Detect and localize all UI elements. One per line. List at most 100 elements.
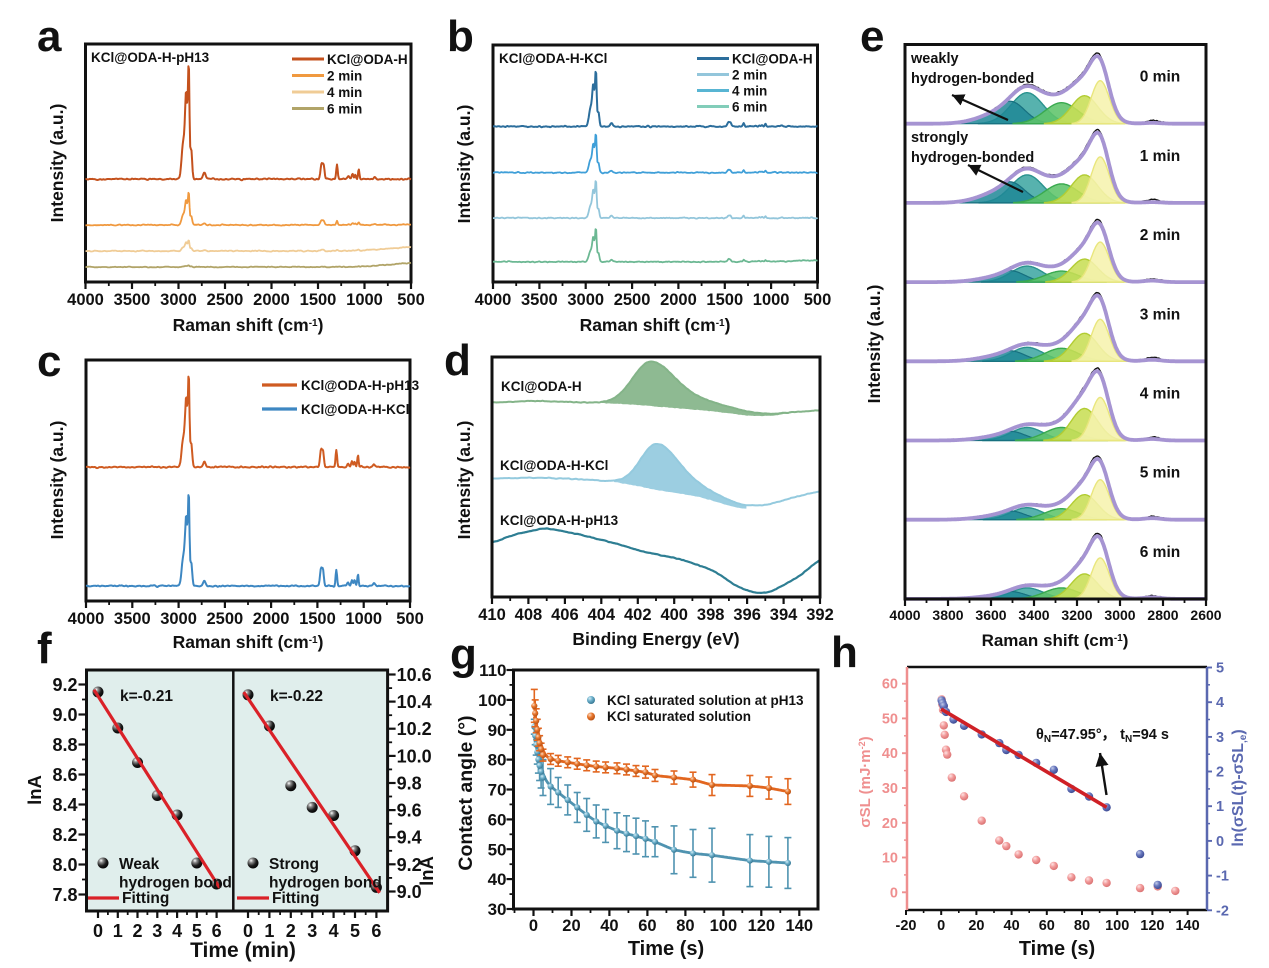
svg-text:KCl@ODA-H-KCl: KCl@ODA-H-KCl [500,458,608,473]
svg-text:k=-0.21: k=-0.21 [120,688,173,705]
svg-text:Raman shift (cm-1): Raman shift (cm-1) [982,631,1129,650]
svg-text:3000: 3000 [160,291,197,309]
svg-text:1: 1 [1216,799,1224,815]
svg-text:140: 140 [786,917,814,935]
svg-text:408: 408 [515,606,543,624]
svg-text:40: 40 [882,746,898,762]
svg-text:60: 60 [638,917,656,935]
svg-text:6 min: 6 min [1140,544,1180,561]
svg-text:9.0: 9.0 [397,882,422,902]
svg-text:2500: 2500 [207,291,244,309]
svg-text:3000: 3000 [1104,607,1135,623]
svg-text:lnA: lnA [24,775,45,805]
svg-text:2: 2 [1216,765,1224,781]
svg-text:2500: 2500 [614,291,651,309]
svg-text:404: 404 [588,606,616,624]
svg-text:KCl@ODA-H: KCl@ODA-H [732,52,813,67]
svg-text:2000: 2000 [253,610,290,628]
svg-text:0: 0 [890,885,898,901]
svg-text:Intensity (a.u.): Intensity (a.u.) [454,421,474,540]
svg-text:4 min: 4 min [732,84,767,99]
svg-text:80: 80 [676,917,694,935]
svg-text:2: 2 [286,921,296,941]
svg-text:10.6: 10.6 [397,665,432,685]
svg-text:θN=47.95°， tN=94 s: θN=47.95°， tN=94 s [1036,727,1169,745]
svg-text:KCl@ODA-H: KCl@ODA-H [501,379,582,394]
svg-text:10: 10 [882,851,898,867]
svg-text:9.0: 9.0 [52,705,77,725]
svg-text:Fitting: Fitting [272,890,319,907]
svg-text:500: 500 [396,610,424,628]
svg-text:Raman shift (cm-1): Raman shift (cm-1) [580,315,731,335]
svg-text:hydrogen bond: hydrogen bond [119,875,232,892]
svg-text:lnA: lnA [416,856,437,886]
svg-text:0: 0 [937,918,945,934]
svg-text:-2: -2 [1216,903,1229,919]
svg-text:406: 406 [551,606,579,624]
svg-text:9.6: 9.6 [397,801,422,821]
svg-text:hydrogen bond: hydrogen bond [269,875,382,892]
svg-text:Intensity (a.u.): Intensity (a.u.) [47,104,67,223]
svg-text:4 min: 4 min [1140,386,1180,403]
svg-text:9.4: 9.4 [397,828,422,848]
svg-text:8.8: 8.8 [52,735,77,755]
svg-text:120: 120 [1140,918,1164,934]
svg-text:140: 140 [1175,918,1199,934]
svg-text:0 min: 0 min [1140,69,1180,86]
svg-text:2000: 2000 [253,291,290,309]
svg-text:2500: 2500 [206,610,243,628]
svg-text:80: 80 [1074,918,1090,934]
svg-text:20: 20 [968,918,984,934]
svg-text:500: 500 [804,291,832,309]
svg-text:50: 50 [488,840,507,859]
svg-text:8.0: 8.0 [52,855,77,875]
svg-text:4: 4 [1216,695,1224,711]
svg-text:5: 5 [1216,661,1224,677]
svg-text:Raman shift (cm-1): Raman shift (cm-1) [173,315,324,335]
svg-text:3500: 3500 [521,291,558,309]
svg-text:3: 3 [1216,730,1224,746]
svg-text:4: 4 [329,921,339,941]
svg-text:Fitting: Fitting [122,890,169,907]
svg-text:410: 410 [478,606,506,624]
svg-text:60: 60 [882,677,898,693]
svg-text:2: 2 [133,921,143,941]
svg-text:2 min: 2 min [327,69,362,84]
svg-text:2800: 2800 [1147,607,1178,623]
svg-text:0: 0 [1216,834,1224,850]
svg-text:f: f [37,624,52,673]
svg-text:20: 20 [562,917,580,935]
svg-text:0: 0 [529,917,538,935]
svg-text:Intensity (a.u.): Intensity (a.u.) [454,105,474,224]
svg-text:a: a [37,12,62,61]
svg-text:8.4: 8.4 [52,795,77,815]
svg-text:-20: -20 [896,918,917,934]
svg-text:1000: 1000 [346,291,383,309]
svg-text:Weak: Weak [119,856,160,873]
svg-text:1000: 1000 [345,610,382,628]
svg-text:60: 60 [1039,918,1055,934]
svg-text:40: 40 [488,870,507,889]
svg-text:5: 5 [192,921,202,941]
svg-text:Raman shift (cm-1): Raman shift (cm-1) [173,632,324,652]
svg-text:KCl saturated solution at pH13: KCl saturated solution at pH13 [607,693,804,708]
svg-text:1500: 1500 [299,610,336,628]
svg-text:Time (s): Time (s) [1019,938,1095,960]
svg-text:396: 396 [733,606,761,624]
svg-text:3000: 3000 [160,610,197,628]
svg-text:Contact angle (°): Contact angle (°) [455,715,477,870]
svg-text:3500: 3500 [114,291,151,309]
svg-text:9.2: 9.2 [397,855,422,875]
svg-text:402: 402 [624,606,652,624]
svg-text:1500: 1500 [706,291,743,309]
svg-text:4000: 4000 [68,610,105,628]
svg-text:3200: 3200 [1061,607,1092,623]
svg-text:3 min: 3 min [1140,306,1180,323]
svg-text:KCl@ODA-H: KCl@ODA-H [327,52,408,67]
svg-text:398: 398 [697,606,725,624]
svg-text:hydrogen-bonded: hydrogen-bonded [911,71,1034,87]
svg-text:4: 4 [172,921,182,941]
svg-text:b: b [447,12,474,61]
svg-text:KCl saturated solution: KCl saturated solution [607,709,751,724]
svg-text:9.2: 9.2 [52,675,77,695]
